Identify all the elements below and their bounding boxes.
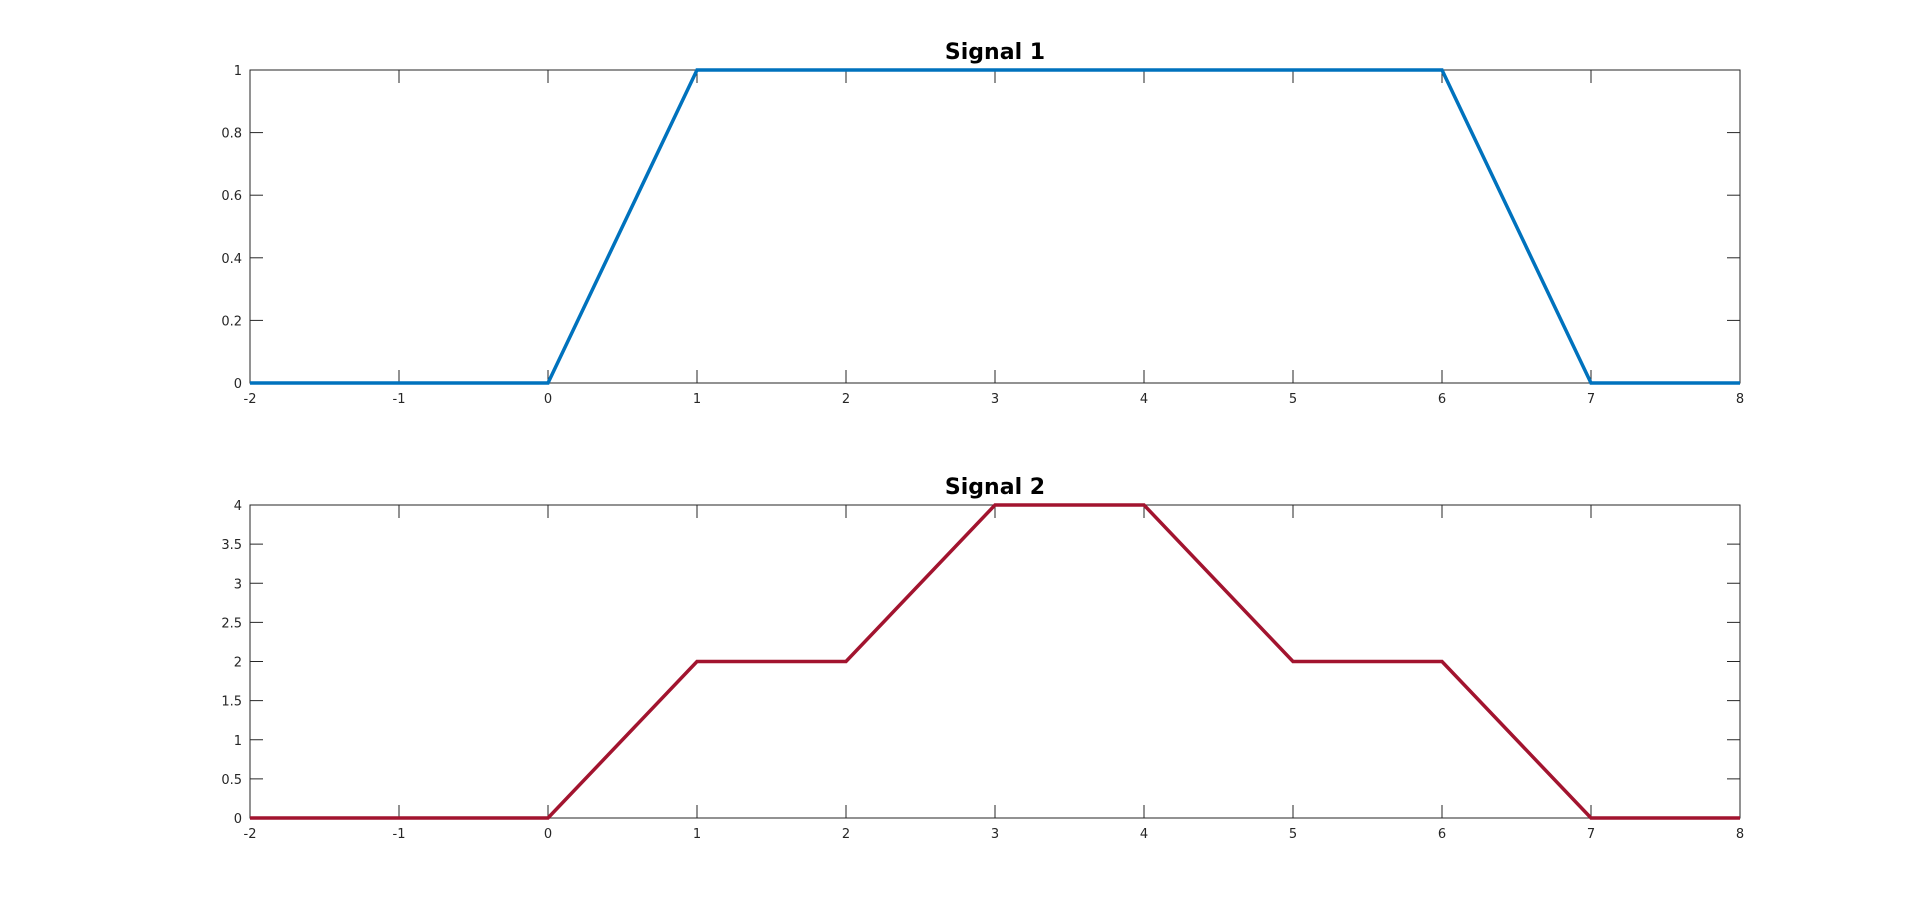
- chart-1-title: Signal 1: [945, 40, 1045, 65]
- chart-2-ytick-label: 3.5: [221, 538, 242, 553]
- chart-1-xtick-label: 4: [1140, 392, 1148, 407]
- chart-2-xtick-label: 6: [1438, 827, 1446, 842]
- chart-2-ytick-label: 0: [234, 812, 242, 827]
- chart-2-axes-box: [249, 504, 1741, 819]
- chart-2-ytick-label: 1.5: [221, 695, 242, 710]
- chart-1-ytick-label: 0.8: [221, 127, 242, 142]
- chart-1-xtick-label: 1: [693, 392, 701, 407]
- chart-1-ytick-label: 1: [234, 64, 242, 79]
- chart-1-xtick-label: -1: [393, 392, 406, 407]
- chart-1-xtick-label: 7: [1587, 392, 1595, 407]
- chart-1-ytick-label: 0.2: [221, 314, 242, 329]
- chart-2-ytick-label: 0.5: [221, 773, 242, 788]
- chart-1-xtick-label: -2: [244, 392, 257, 407]
- chart-signal-2: -2 -1 0 1 2 3 4 5 6 7 8 0 0.5 1 1.5 2 2.5 3 3.5 4 Signal 2: [221, 475, 1744, 842]
- chart-2-xtick-label: 0: [544, 827, 552, 842]
- chart-2-xtick-label: 8: [1736, 827, 1744, 842]
- chart-2-xtick-label: 4: [1140, 827, 1148, 842]
- chart-1-axes-box: [249, 69, 1741, 384]
- chart-2-ytick-label: 4: [234, 499, 242, 514]
- chart-1-xtick-label: 3: [991, 392, 999, 407]
- chart-1-xtick-label: 5: [1289, 392, 1297, 407]
- chart-1-xtick-label: 0: [544, 392, 552, 407]
- chart-2-xtick-label: -1: [393, 827, 406, 842]
- chart-1-ytick-label: 0.6: [221, 189, 242, 204]
- chart-2-ytick-label: 1: [234, 734, 242, 749]
- chart-2-ytick-label: 2: [234, 656, 242, 671]
- chart-1-xtick-label: 2: [842, 392, 850, 407]
- chart-1-xtick-label: 8: [1736, 392, 1744, 407]
- chart-1-series-line: [250, 68, 1740, 385]
- chart-2-series-line: [250, 503, 1740, 820]
- chart-2-xtick-label: 2: [842, 827, 850, 842]
- chart-1-ytick-label: 0.4: [221, 252, 242, 267]
- chart-2-ytick-label: 3: [234, 577, 242, 592]
- chart-1-ytick-label: 0: [234, 377, 242, 392]
- chart-1-xtick-label: 6: [1438, 392, 1446, 407]
- chart-2-xtick-label: 1: [693, 827, 701, 842]
- chart-2-xtick-label: 7: [1587, 827, 1595, 842]
- chart-2-xtick-label: 5: [1289, 827, 1297, 842]
- chart-2-ytick-label: 2.5: [221, 616, 242, 631]
- chart-2-title: Signal 2: [945, 475, 1045, 500]
- chart-2-xtick-label: 3: [991, 827, 999, 842]
- chart-signal-1: -2 -1 0 1 2 3 4 5 6 7 8 0 0.2 0.4 0.6 0.8 1 Signal 1: [221, 40, 1744, 407]
- chart-2-xtick-label: -2: [244, 827, 257, 842]
